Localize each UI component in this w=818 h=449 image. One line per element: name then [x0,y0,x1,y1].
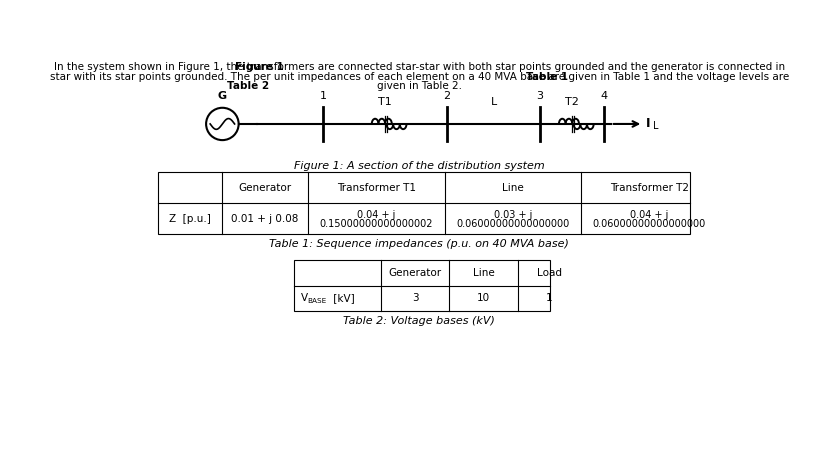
Text: Table 2: Table 2 [227,81,269,91]
Text: Generator: Generator [389,268,442,278]
Text: Figure 1: A section of the distribution system: Figure 1: A section of the distribution … [294,161,545,171]
Text: Generator: Generator [238,183,291,193]
Text: 3: 3 [412,293,419,304]
Text: given in Table 2.: given in Table 2. [377,81,461,91]
Text: 3: 3 [537,91,544,101]
Text: 2: 2 [443,91,451,101]
Text: Figure 1: Figure 1 [236,62,284,72]
Text: 0.04 + j: 0.04 + j [357,210,396,220]
Text: V: V [301,293,308,304]
Text: T2: T2 [565,97,579,107]
Text: 1: 1 [546,293,553,304]
Text: 10: 10 [477,293,490,304]
Text: Transformer T2: Transformer T2 [610,183,689,193]
Text: G: G [218,91,227,101]
Text: 0.04 + j: 0.04 + j [630,210,668,220]
Text: 4: 4 [601,91,608,101]
Text: Table 1: Table 1 [526,71,569,82]
Text: T1: T1 [378,97,392,107]
Text: 0.03 + j: 0.03 + j [494,210,533,220]
Text: Transformer T1: Transformer T1 [337,183,416,193]
Bar [294,260,551,311]
Text: Load: Load [537,268,562,278]
Text: In the system shown in Figure 1, the transformers are connected star-star with b: In the system shown in Figure 1, the tra… [54,62,784,72]
Text: Line: Line [502,183,524,193]
Text: star with its star points grounded. The per unit impedances of each element on a: star with its star points grounded. The … [50,71,789,82]
Text: [kV]: [kV] [330,293,355,304]
Text: 1: 1 [320,91,326,101]
Text: 0.06000000000000000: 0.06000000000000000 [593,219,706,229]
Text: Z  [p.u.]: Z [p.u.] [169,214,211,224]
Text: 0.06000000000000000: 0.06000000000000000 [456,219,569,229]
Text: BASE: BASE [308,298,327,304]
Text: L: L [653,121,658,131]
Text: 0.15000000000000002: 0.15000000000000002 [320,219,434,229]
Text: 0.01 + j 0.08: 0.01 + j 0.08 [231,214,299,224]
Text: Line: Line [473,268,494,278]
Text: Table 2: Voltage bases (kV): Table 2: Voltage bases (kV) [344,316,495,326]
Text: L: L [491,97,497,107]
Bar [158,172,690,234]
Text: Table 1: Sequence impedances (p.u. on 40 MVA base): Table 1: Sequence impedances (p.u. on 40… [269,239,569,249]
Text: I: I [646,118,651,131]
